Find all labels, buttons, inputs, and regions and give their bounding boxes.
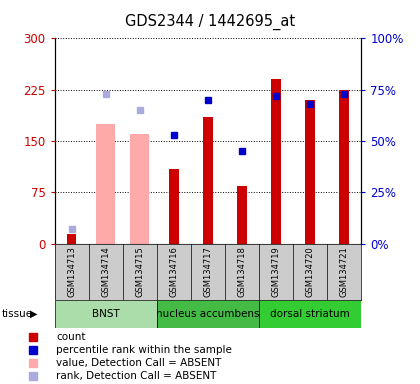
Text: GSM134717: GSM134717 bbox=[203, 246, 213, 297]
Text: dorsal striatum: dorsal striatum bbox=[270, 309, 350, 319]
Text: GSM134714: GSM134714 bbox=[101, 246, 110, 297]
Bar bbox=[67, 233, 76, 244]
Text: nucleus accumbens: nucleus accumbens bbox=[156, 309, 260, 319]
Text: GSM134718: GSM134718 bbox=[237, 246, 247, 297]
Text: GDS2344 / 1442695_at: GDS2344 / 1442695_at bbox=[125, 13, 295, 30]
Bar bbox=[339, 90, 349, 244]
Text: GSM134721: GSM134721 bbox=[340, 246, 349, 297]
Bar bbox=[271, 79, 281, 244]
Text: ▶: ▶ bbox=[30, 309, 38, 319]
Text: GSM134713: GSM134713 bbox=[67, 246, 76, 297]
Bar bbox=[203, 117, 213, 244]
Bar bbox=[55, 300, 157, 328]
Text: rank, Detection Call = ABSENT: rank, Detection Call = ABSENT bbox=[56, 371, 217, 381]
Bar bbox=[130, 134, 149, 244]
Text: value, Detection Call = ABSENT: value, Detection Call = ABSENT bbox=[56, 358, 221, 367]
Bar bbox=[96, 124, 115, 244]
Text: GSM134715: GSM134715 bbox=[135, 246, 144, 297]
Text: BNST: BNST bbox=[92, 309, 120, 319]
Text: GSM134716: GSM134716 bbox=[169, 246, 178, 297]
Text: GSM134720: GSM134720 bbox=[306, 246, 315, 297]
Text: GSM134719: GSM134719 bbox=[272, 246, 281, 297]
Bar bbox=[305, 100, 315, 244]
Bar bbox=[157, 300, 259, 328]
Text: count: count bbox=[56, 332, 86, 342]
Text: tissue: tissue bbox=[2, 309, 33, 319]
Text: percentile rank within the sample: percentile rank within the sample bbox=[56, 345, 232, 355]
Bar bbox=[169, 169, 178, 244]
Bar bbox=[237, 185, 247, 244]
Bar bbox=[259, 300, 361, 328]
